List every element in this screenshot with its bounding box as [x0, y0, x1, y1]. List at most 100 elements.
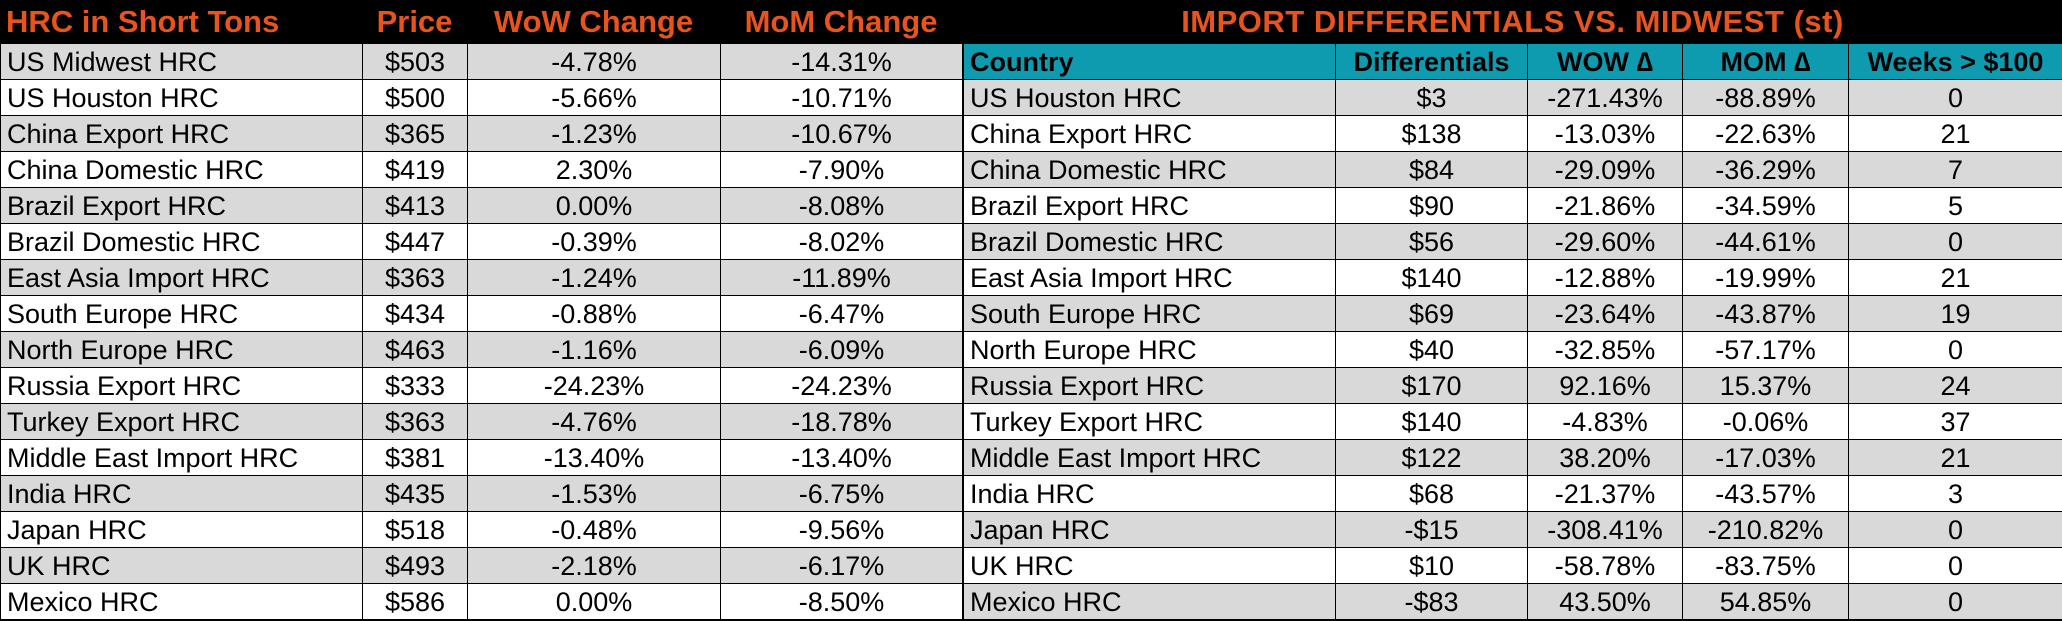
mom-cell: -13.40%: [720, 439, 963, 476]
country-cell: Brazil Export HRC: [963, 187, 1336, 224]
mom-cell: -11.89%: [720, 259, 963, 296]
table-row: North Europe HRC $40 -32.85% -57.17% 0: [963, 331, 2062, 368]
table-row: China Domestic HRC $419 2.30% -7.90%: [0, 151, 963, 188]
table-row: South Europe HRC $69 -23.64% -43.87% 19: [963, 295, 2062, 332]
mom-cell: -10.71%: [720, 79, 963, 116]
weeks-cell: 21: [1848, 439, 2062, 476]
mom-cell: -8.50%: [720, 583, 963, 620]
wow-cell: -0.48%: [467, 511, 721, 548]
differential-cell: $90: [1335, 187, 1528, 224]
table-row: Brazil Domestic HRC $56 -29.60% -44.61% 0: [963, 223, 2062, 260]
differential-cell: $170: [1335, 367, 1528, 404]
wow-delta-cell: -12.88%: [1527, 259, 1683, 296]
country-cell: South Europe HRC: [963, 295, 1336, 332]
row-name: US Houston HRC: [0, 79, 363, 116]
weeks-cell: 0: [1848, 583, 2062, 620]
weeks-cell: 3: [1848, 475, 2062, 512]
hrc-price-panel: HRC in Short Tons Price WoW Change MoM C…: [0, 0, 963, 620]
table-row: India HRC $435 -1.53% -6.75%: [0, 475, 963, 512]
weeks-cell: 24: [1848, 367, 2062, 404]
wow-cell: -2.18%: [467, 547, 721, 584]
table-row: Turkey Export HRC $140 -4.83% -0.06% 37: [963, 403, 2062, 440]
differential-cell: $68: [1335, 475, 1528, 512]
table-row: Middle East Import HRC $381 -13.40% -13.40%: [0, 439, 963, 476]
differentials-header: Differentials: [1335, 43, 1528, 80]
weeks-cell: 0: [1848, 223, 2062, 260]
table-row: US Houston HRC $3 -271.43% -88.89% 0: [963, 79, 2062, 116]
wow-delta-cell: -21.37%: [1527, 475, 1683, 512]
wow-delta-cell: -32.85%: [1527, 331, 1683, 368]
weeks-cell: 0: [1848, 511, 2062, 548]
country-cell: China Domestic HRC: [963, 151, 1336, 188]
wow-delta-cell: -271.43%: [1527, 79, 1683, 116]
weeks-cell: 0: [1848, 331, 2062, 368]
price-cell: $447: [362, 223, 468, 260]
hrc-price-table: US Midwest HRC $503 -4.78% -14.31% US Housto…: [0, 43, 963, 620]
weeks-cell: 0: [1848, 547, 2062, 584]
mom-cell: -8.02%: [720, 223, 963, 260]
wow-delta-cell: 43.50%: [1527, 583, 1683, 620]
row-name: East Asia Import HRC: [0, 259, 363, 296]
mom-cell: -6.09%: [720, 331, 963, 368]
wow-delta-cell: -23.64%: [1527, 295, 1683, 332]
country-cell: Russia Export HRC: [963, 367, 1336, 404]
mom-delta-cell: -43.57%: [1682, 475, 1849, 512]
country-cell: Brazil Domestic HRC: [963, 223, 1336, 260]
hrc-title: HRC in Short Tons: [6, 3, 280, 39]
table-row: East Asia Import HRC $363 -1.24% -11.89%: [0, 259, 963, 296]
differential-cell: $122: [1335, 439, 1528, 476]
differential-cell: $84: [1335, 151, 1528, 188]
mom-cell: -9.56%: [720, 511, 963, 548]
mom-delta-cell: -34.59%: [1682, 187, 1849, 224]
country-cell: Turkey Export HRC: [963, 403, 1336, 440]
mom-cell: -14.31%: [720, 43, 963, 80]
table-row: Japan HRC -$15 -308.41% -210.82% 0: [963, 511, 2062, 548]
mom-delta-cell: -22.63%: [1682, 115, 1849, 152]
row-name: US Midwest HRC: [0, 43, 363, 80]
wow-delta-cell: -4.83%: [1527, 403, 1683, 440]
wow-cell: -4.76%: [467, 403, 721, 440]
table-row: East Asia Import HRC $140 -12.88% -19.99% 21: [963, 259, 2062, 296]
row-name: China Export HRC: [0, 115, 363, 152]
wow-delta-cell: -308.41%: [1527, 511, 1683, 548]
mom-delta-cell: -44.61%: [1682, 223, 1849, 260]
wow-cell: -1.23%: [467, 115, 721, 152]
differential-cell: -$15: [1335, 511, 1528, 548]
differential-cell: -$83: [1335, 583, 1528, 620]
row-name: UK HRC: [0, 547, 363, 584]
table-row: UK HRC $10 -58.78% -83.75% 0: [963, 547, 2062, 584]
wow-delta-cell: -58.78%: [1527, 547, 1683, 584]
mom-delta-cell: -0.06%: [1682, 403, 1849, 440]
wow-cell: -13.40%: [467, 439, 721, 476]
price-cell: $381: [362, 439, 468, 476]
price-cell: $463: [362, 331, 468, 368]
price-cell: $363: [362, 259, 468, 296]
wow-cell: -1.16%: [467, 331, 721, 368]
country-cell: China Export HRC: [963, 115, 1336, 152]
row-name: Brazil Export HRC: [0, 187, 363, 224]
weeks-cell: 5: [1848, 187, 2062, 224]
table-row: Mexico HRC -$83 43.50% 54.85% 0: [963, 583, 2062, 620]
wow-delta-header: WOW ∆: [1527, 43, 1683, 80]
country-cell: Mexico HRC: [963, 583, 1336, 620]
wow-cell: 0.00%: [467, 187, 721, 224]
price-cell: $333: [362, 367, 468, 404]
mom-delta-cell: 54.85%: [1682, 583, 1849, 620]
price-cell: $503: [362, 43, 468, 80]
country-cell: US Houston HRC: [963, 79, 1336, 116]
weeks-over-100-header: Weeks > $100: [1848, 43, 2062, 80]
differential-cell: $140: [1335, 259, 1528, 296]
table-row: Brazil Export HRC $90 -21.86% -34.59% 5: [963, 187, 2062, 224]
country-cell: Middle East Import HRC: [963, 439, 1336, 476]
country-cell: India HRC: [963, 475, 1336, 512]
wow-cell: 2.30%: [467, 151, 721, 188]
differential-cell: $10: [1335, 547, 1528, 584]
differential-cell: $40: [1335, 331, 1528, 368]
mom-cell: -6.17%: [720, 547, 963, 584]
mom-delta-cell: 15.37%: [1682, 367, 1849, 404]
mom-cell: -24.23%: [720, 367, 963, 404]
mom-cell: -8.08%: [720, 187, 963, 224]
table-row: Brazil Export HRC $413 0.00% -8.08%: [0, 187, 963, 224]
wow-delta-cell: 92.16%: [1527, 367, 1683, 404]
differential-cell: $56: [1335, 223, 1528, 260]
